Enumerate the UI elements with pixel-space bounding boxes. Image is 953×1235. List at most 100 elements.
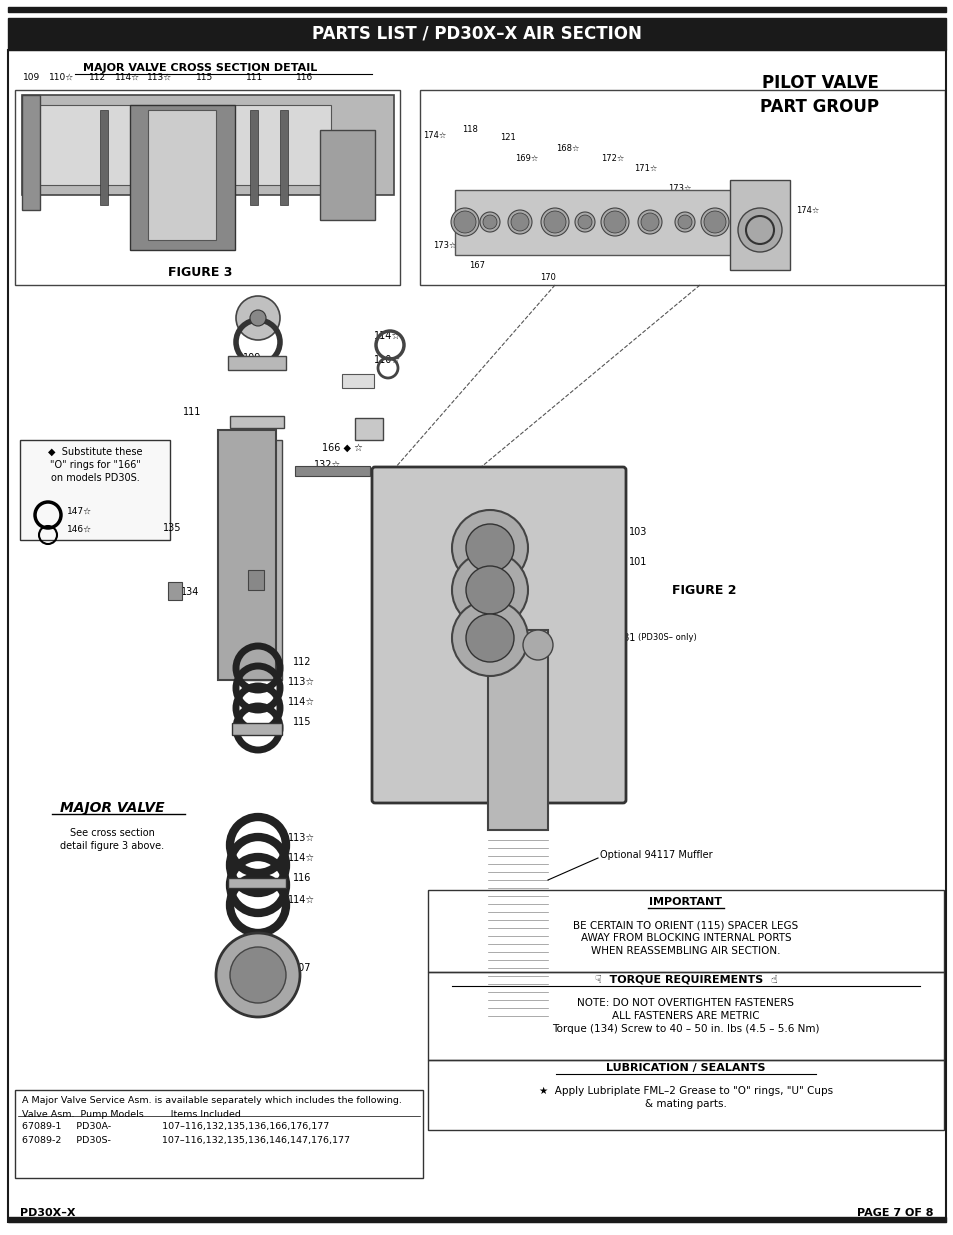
Text: 133: 133 — [253, 573, 271, 583]
Bar — [428, 890, 943, 972]
Circle shape — [678, 215, 691, 228]
Text: MAJOR VALVE: MAJOR VALVE — [60, 802, 164, 815]
FancyBboxPatch shape — [372, 467, 625, 803]
Bar — [248, 571, 264, 590]
Text: Optional 94117 Muffler: Optional 94117 Muffler — [599, 850, 712, 860]
Circle shape — [454, 211, 476, 233]
Circle shape — [482, 215, 497, 228]
Circle shape — [507, 210, 532, 233]
Bar — [15, 90, 399, 285]
Bar — [428, 1060, 943, 1130]
Text: 109: 109 — [243, 353, 261, 363]
Bar — [280, 110, 288, 205]
Text: BE CERTAIN TO ORIENT (115) SPACER LEGS
AWAY FROM BLOCKING INTERNAL PORTS
WHEN RE: BE CERTAIN TO ORIENT (115) SPACER LEGS A… — [573, 920, 798, 956]
Text: 116: 116 — [296, 73, 314, 82]
Text: 147☆: 147☆ — [67, 506, 92, 515]
Bar — [8, 1216, 945, 1221]
Circle shape — [452, 510, 527, 585]
Circle shape — [638, 210, 661, 233]
Circle shape — [465, 524, 514, 572]
Text: 114☆: 114☆ — [288, 895, 315, 905]
Bar — [15, 1091, 422, 1178]
Text: FIGURE 2: FIGURE 2 — [671, 583, 736, 597]
Text: 121: 121 — [499, 133, 516, 142]
Circle shape — [600, 207, 628, 236]
Text: NOTE: DO NOT OVERTIGHTEN FASTENERS
ALL FASTENERS ARE METRIC
Torque (134) Screw t: NOTE: DO NOT OVERTIGHTEN FASTENERS ALL F… — [552, 998, 819, 1035]
Text: 115: 115 — [196, 73, 213, 82]
Text: 176: 176 — [362, 424, 381, 433]
Text: 110☆: 110☆ — [374, 354, 401, 366]
Circle shape — [215, 932, 299, 1016]
Bar — [22, 95, 40, 210]
Text: 172☆: 172☆ — [600, 153, 624, 163]
Text: 115: 115 — [293, 718, 311, 727]
Text: PARTS LIST / PD30X–X AIR SECTION: PARTS LIST / PD30X–X AIR SECTION — [312, 25, 641, 43]
Text: 67089-1     PD30A-                 107–116,132,135,136,166,176,177: 67089-1 PD30A- 107–116,132,135,136,166,1… — [22, 1123, 329, 1131]
Text: 166 ◆ ☆: 166 ◆ ☆ — [321, 443, 362, 453]
Text: 112: 112 — [90, 73, 107, 82]
Text: PAGE 7 OF 8: PAGE 7 OF 8 — [857, 1208, 933, 1218]
Text: 167: 167 — [469, 261, 484, 269]
Text: A Major Valve Service Asm. is available separately which includes the following.: A Major Valve Service Asm. is available … — [22, 1095, 401, 1105]
Text: 113☆: 113☆ — [147, 73, 172, 82]
Text: 134: 134 — [181, 587, 199, 597]
Bar — [148, 110, 215, 240]
Bar — [235, 440, 282, 680]
Text: 109: 109 — [24, 73, 41, 82]
Bar — [228, 878, 286, 888]
Circle shape — [465, 566, 514, 614]
Text: See cross section
detail figure 3 above.: See cross section detail figure 3 above. — [60, 827, 164, 851]
Bar — [419, 90, 944, 285]
Text: 101: 101 — [628, 557, 646, 567]
Text: 171☆: 171☆ — [634, 163, 657, 173]
Circle shape — [452, 552, 527, 629]
Circle shape — [675, 212, 695, 232]
Text: LUBRICATION / SEALANTS: LUBRICATION / SEALANTS — [605, 1063, 765, 1073]
Text: 114☆: 114☆ — [288, 697, 315, 706]
Circle shape — [700, 207, 728, 236]
Bar — [250, 110, 257, 205]
Text: IMPORTANT: IMPORTANT — [649, 897, 721, 906]
Bar — [455, 190, 744, 254]
Text: 174☆: 174☆ — [796, 205, 819, 215]
Circle shape — [235, 296, 280, 340]
Circle shape — [479, 212, 499, 232]
Text: 173☆: 173☆ — [433, 241, 456, 249]
Bar — [8, 19, 945, 49]
Circle shape — [703, 211, 725, 233]
Bar — [8, 7, 945, 12]
Bar — [729, 180, 789, 270]
Bar — [230, 416, 284, 429]
Circle shape — [230, 947, 286, 1003]
Circle shape — [451, 207, 478, 236]
Text: FIGURE 3: FIGURE 3 — [168, 267, 232, 279]
Bar — [20, 440, 170, 540]
Bar — [488, 630, 547, 830]
Text: MAJOR VALVE CROSS SECTION DETAIL: MAJOR VALVE CROSS SECTION DETAIL — [83, 63, 316, 73]
Circle shape — [540, 207, 568, 236]
Text: 169☆: 169☆ — [515, 153, 538, 163]
Text: 114☆: 114☆ — [374, 331, 401, 341]
Bar — [294, 466, 370, 475]
Text: PILOT VALVE
PART GROUP: PILOT VALVE PART GROUP — [760, 74, 879, 116]
Circle shape — [465, 614, 514, 662]
Circle shape — [640, 212, 659, 231]
Text: UPS: UPS — [350, 378, 366, 384]
Bar — [130, 105, 234, 249]
Text: 116: 116 — [293, 873, 311, 883]
Text: Valve Asm.  Pump Models         Items Included: Valve Asm. Pump Models Items Included — [22, 1110, 240, 1119]
Bar — [355, 417, 382, 440]
Circle shape — [575, 212, 595, 232]
Bar — [218, 430, 275, 680]
Text: 111: 111 — [246, 73, 263, 82]
Bar — [35, 105, 331, 185]
Circle shape — [578, 215, 592, 228]
Text: 111: 111 — [183, 408, 201, 417]
Text: 173☆: 173☆ — [667, 184, 691, 193]
Text: ☟  TORQUE REQUIREMENTS  ☝: ☟ TORQUE REQUIREMENTS ☝ — [594, 974, 777, 986]
Text: 177: 177 — [242, 303, 261, 312]
Text: 181: 181 — [618, 634, 636, 643]
Text: 112: 112 — [293, 657, 311, 667]
Text: 118: 118 — [461, 126, 477, 135]
Text: 114☆: 114☆ — [288, 853, 315, 863]
